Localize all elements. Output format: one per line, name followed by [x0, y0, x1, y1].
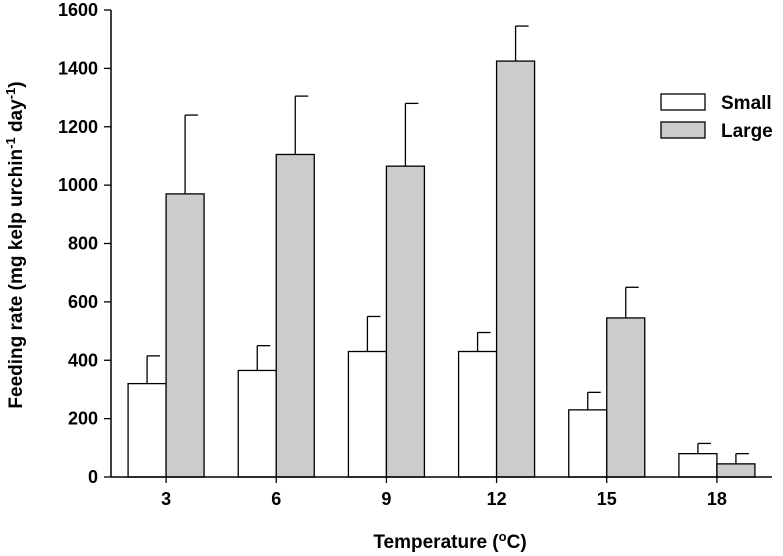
- legend-swatch-large: [660, 121, 706, 139]
- x-tick-label-6: 6: [271, 489, 281, 509]
- legend-swatch-small: [660, 93, 706, 111]
- bar-small-18: [678, 452, 718, 478]
- bar-large-18: [716, 463, 756, 478]
- bar-small-9: [347, 350, 388, 478]
- y-tick-label-800: 800: [68, 234, 98, 254]
- bar-small-12: [457, 350, 498, 478]
- bar-small-6: [237, 369, 277, 478]
- bar-large-6: [275, 153, 315, 478]
- x-tick-label-15: 15: [597, 489, 617, 509]
- bar-small-3: [127, 382, 167, 478]
- x-tick-label-18: 18: [707, 489, 727, 509]
- x-tick-label-3: 3: [161, 489, 171, 509]
- y-axis-title: Feeding rate (mg kelp urchin-1 day-1): [3, 81, 27, 408]
- y-tick-label-200: 200: [68, 409, 98, 429]
- bar-large-9: [385, 165, 426, 478]
- bar-small-15: [568, 409, 608, 478]
- y-tick-label-400: 400: [68, 350, 98, 370]
- legend-label-large: Large: [721, 121, 773, 142]
- y-tick-label-1400: 1400: [58, 58, 98, 78]
- y-tick-label-0: 0: [88, 467, 98, 487]
- y-tick-label-1600: 1600: [58, 0, 98, 20]
- x-axis-title: Temperature (oC): [373, 529, 526, 553]
- x-tick-label-12: 12: [487, 489, 507, 509]
- x-tick-label-9: 9: [381, 489, 391, 509]
- bar-large-12: [495, 60, 536, 478]
- bar-large-3: [165, 193, 205, 478]
- legend-label-small: Small: [721, 93, 772, 114]
- legend: Small Large: [660, 93, 773, 142]
- axes-layer: 3 6 9 12 15 18 0 200 400 600 800 1000 1200 1400 1600: [58, 0, 772, 509]
- y-tick-label-1200: 1200: [58, 117, 98, 137]
- y-tick-label-1000: 1000: [58, 175, 98, 195]
- bar-large-15: [606, 317, 646, 478]
- y-tick-label-600: 600: [68, 292, 98, 312]
